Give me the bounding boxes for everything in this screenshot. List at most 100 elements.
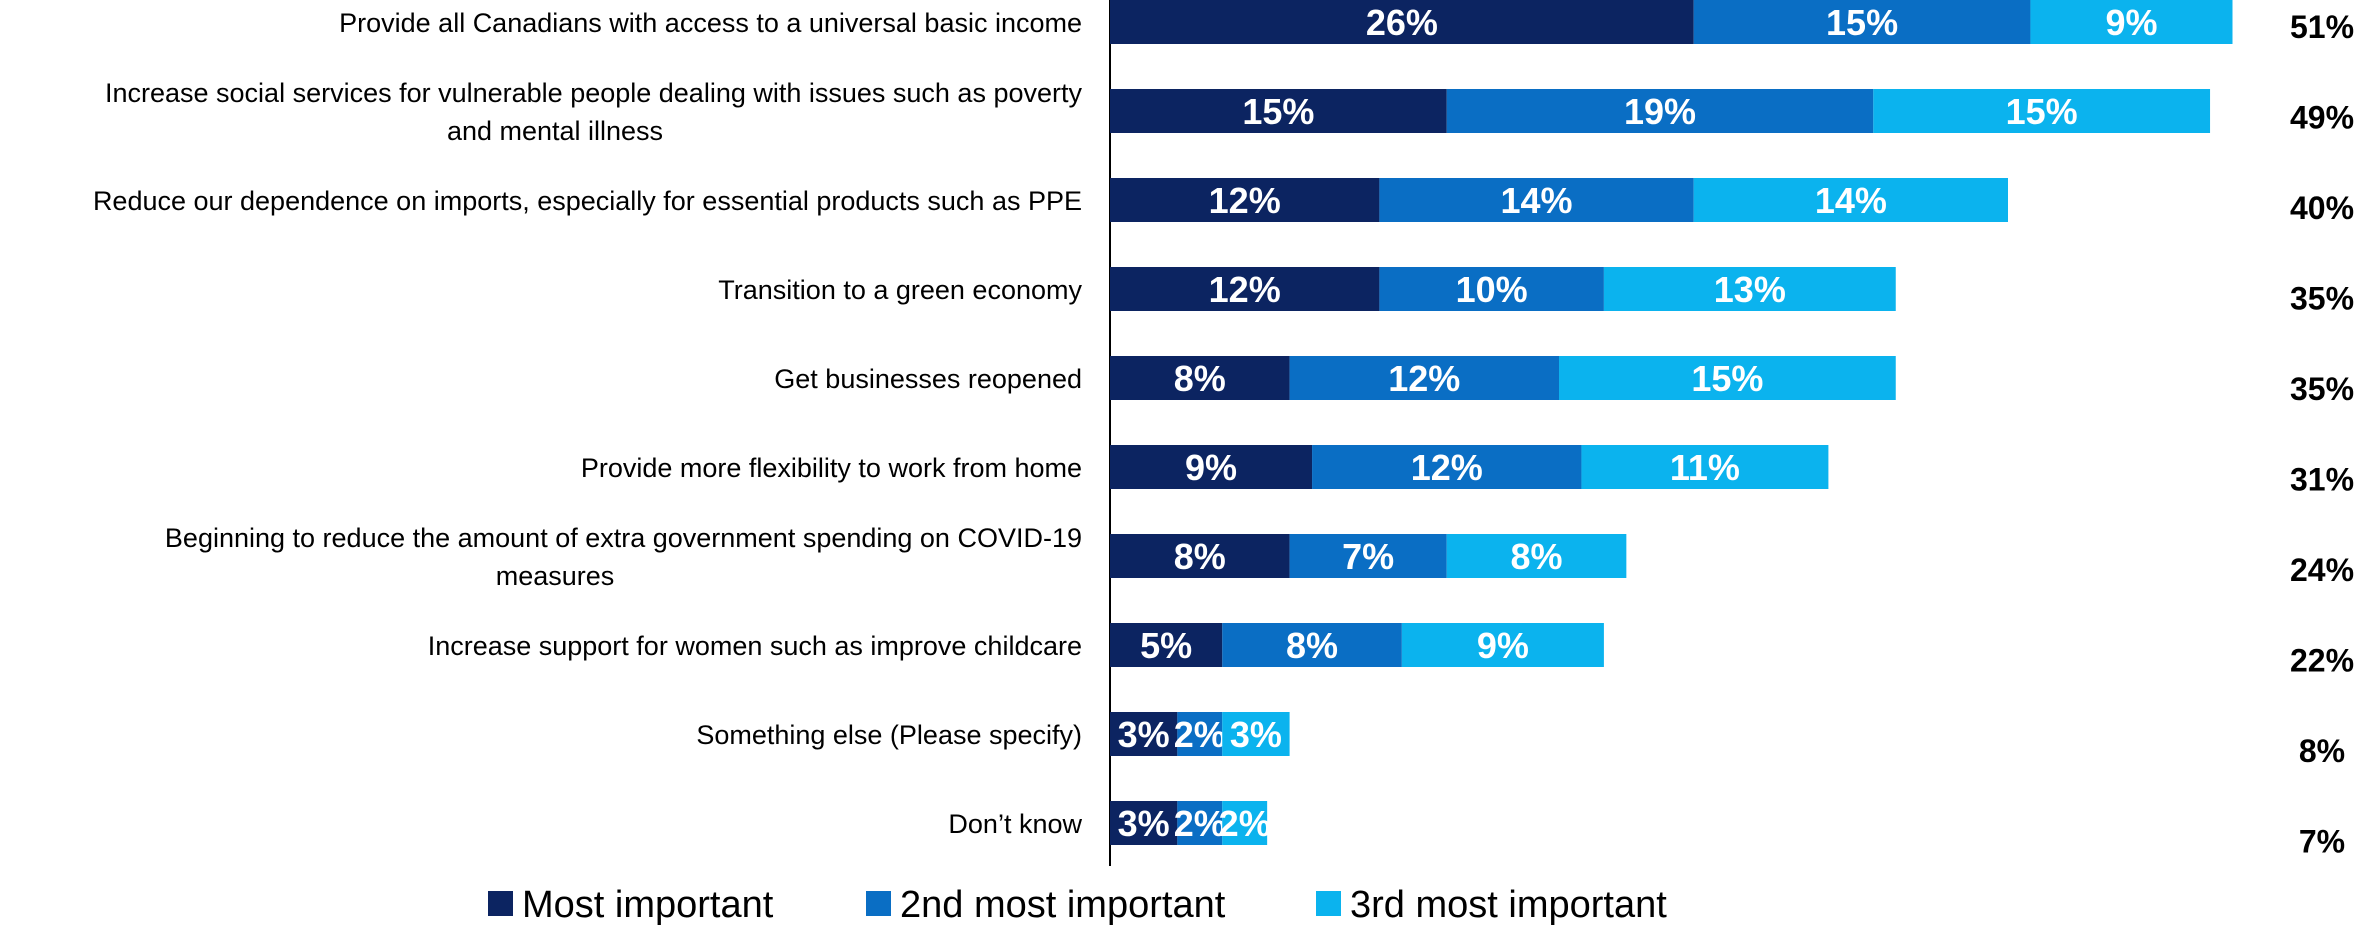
bar-segment-2 bbox=[1312, 445, 1582, 489]
category-label: Reduce our dependence on imports, especi… bbox=[93, 186, 1082, 216]
bar-value-label: 8% bbox=[1286, 625, 1338, 666]
bar-value-label: 3% bbox=[1118, 803, 1170, 844]
bar-segment-1 bbox=[1110, 267, 1380, 311]
bar-segment-1 bbox=[1110, 712, 1178, 756]
bar-value-label: 9% bbox=[1185, 447, 1237, 488]
bar-segment-3 bbox=[1222, 801, 1268, 845]
category-label-line: Get businesses reopened bbox=[774, 364, 1082, 394]
bar-value-label: 15% bbox=[1691, 358, 1763, 399]
bar-value-label: 14% bbox=[1501, 180, 1573, 221]
bar-value-label: 8% bbox=[1511, 536, 1563, 577]
total-value: 31% bbox=[2290, 462, 2354, 498]
bar-value-label: 12% bbox=[1209, 180, 1281, 221]
category-label: Beginning to reduce the amount of extra … bbox=[165, 523, 1082, 591]
category-label-line: Beginning to reduce the amount of extra … bbox=[165, 523, 1082, 553]
bar-segment-2 bbox=[1222, 623, 1402, 667]
category-label-line: and mental illness bbox=[447, 116, 663, 146]
total-value: 35% bbox=[2290, 371, 2354, 407]
bar-segment-1 bbox=[1110, 89, 1447, 133]
bar-segment-3 bbox=[2030, 0, 2233, 44]
bar-value-label: 15% bbox=[1826, 2, 1898, 43]
category-label-line: Increase social services for vulnerable … bbox=[105, 78, 1083, 108]
bar-segment-2 bbox=[1379, 267, 1604, 311]
bar-value-label: 2% bbox=[1174, 803, 1226, 844]
total-labels: 51% 49% 40% 35% 35% 31% 24% 22% 8% 7% bbox=[2290, 9, 2354, 860]
bar-value-label: 9% bbox=[2105, 2, 2157, 43]
bar-value-label: 14% bbox=[1815, 180, 1887, 221]
bar-value-label: 13% bbox=[1714, 269, 1786, 310]
bar-segment-3 bbox=[1873, 89, 2211, 133]
category-label: Don’t know bbox=[948, 809, 1082, 839]
bar-segment-3 bbox=[1581, 445, 1829, 489]
bar-value-label: 3% bbox=[1230, 714, 1282, 755]
bar-segment-2 bbox=[1177, 801, 1223, 845]
category-label-line: Increase support for women such as impro… bbox=[428, 631, 1082, 661]
bar-value-label: 5% bbox=[1140, 625, 1192, 666]
bar-segment-2 bbox=[1379, 178, 1694, 222]
bar-segment-1 bbox=[1110, 534, 1290, 578]
bar-segment-1 bbox=[1110, 623, 1223, 667]
total-value: 49% bbox=[2290, 100, 2354, 136]
category-label: Increase social services for vulnerable … bbox=[105, 78, 1083, 146]
total-value: 7% bbox=[2299, 824, 2345, 860]
bar-segment-3 bbox=[1401, 623, 1604, 667]
category-label: Something else (Please specify) bbox=[696, 720, 1082, 750]
total-value: 8% bbox=[2299, 733, 2345, 769]
bar-segment-2 bbox=[1289, 534, 1447, 578]
bar-value-label: 7% bbox=[1342, 536, 1394, 577]
bar-value-label: 15% bbox=[1242, 91, 1314, 132]
bar-segment-1 bbox=[1110, 356, 1290, 400]
bar-segment-3 bbox=[1559, 356, 1896, 400]
bar-segment-2 bbox=[1289, 356, 1559, 400]
bar-value-label: 12% bbox=[1209, 269, 1281, 310]
bar-value-label: 2% bbox=[1219, 803, 1271, 844]
legend-label: 3rd most important bbox=[1350, 884, 1667, 926]
bar-segment-2 bbox=[1446, 89, 1874, 133]
category-label-line: Something else (Please specify) bbox=[696, 720, 1082, 750]
bar-segment-1 bbox=[1110, 178, 1380, 222]
bar-value-label: 15% bbox=[2006, 91, 2078, 132]
bar-segment-3 bbox=[1603, 267, 1896, 311]
bar-value-label: 8% bbox=[1174, 358, 1226, 399]
category-label-line: Reduce our dependence on imports, especi… bbox=[93, 186, 1082, 216]
bar-value-label: 3% bbox=[1118, 714, 1170, 755]
legend-label: Most important bbox=[522, 884, 774, 926]
category-label: Transition to a green economy bbox=[718, 275, 1082, 305]
total-value: 24% bbox=[2290, 552, 2354, 588]
category-label: Provide more flexibility to work from ho… bbox=[581, 453, 1082, 483]
bar-segment-3 bbox=[1693, 178, 2008, 222]
category-label: Provide all Canadians with access to a u… bbox=[339, 8, 1082, 38]
bar-value-label: 19% bbox=[1624, 91, 1696, 132]
bar-value-label: 10% bbox=[1456, 269, 1528, 310]
total-value: 51% bbox=[2290, 9, 2354, 45]
total-value: 22% bbox=[2290, 643, 2354, 679]
bar-segment-1 bbox=[1110, 801, 1178, 845]
category-label: Increase support for women such as impro… bbox=[428, 631, 1082, 661]
bar-segment-1 bbox=[1110, 445, 1313, 489]
category-label-line: Provide all Canadians with access to a u… bbox=[339, 8, 1082, 38]
category-labels: Provide all Canadians with access to a u… bbox=[93, 8, 1083, 839]
bar-segment-3 bbox=[1222, 712, 1290, 756]
bar-value-label: 8% bbox=[1174, 536, 1226, 577]
bar-value-label: 12% bbox=[1411, 447, 1483, 488]
bar-value-label: 26% bbox=[1366, 2, 1438, 43]
legend: Most important 2nd most important 3rd most… bbox=[488, 884, 1667, 926]
legend-swatch bbox=[488, 891, 513, 916]
bar-segment-2 bbox=[1177, 712, 1223, 756]
legend-swatch bbox=[1316, 891, 1341, 916]
category-label-line: Don’t know bbox=[948, 809, 1082, 839]
total-value: 35% bbox=[2290, 281, 2354, 317]
category-label-line: Transition to a green economy bbox=[718, 275, 1082, 305]
bar-area: 26% 15% 9% 15% 19% 15% 12% 14% 14% 12% 10% 13% 8% 12%… bbox=[1110, 0, 2233, 845]
bar-value-label: 9% bbox=[1477, 625, 1529, 666]
category-label: Get businesses reopened bbox=[774, 364, 1082, 394]
bar-value-label: 11% bbox=[1670, 447, 1740, 488]
bar-value-label: 2% bbox=[1174, 714, 1226, 755]
bar-segment-3 bbox=[1446, 534, 1627, 578]
category-label-line: Provide more flexibility to work from ho… bbox=[581, 453, 1082, 483]
bar-segment-1 bbox=[1110, 0, 1694, 44]
legend-swatch bbox=[866, 891, 891, 916]
total-value: 40% bbox=[2290, 190, 2354, 226]
category-label-line: measures bbox=[496, 561, 615, 591]
